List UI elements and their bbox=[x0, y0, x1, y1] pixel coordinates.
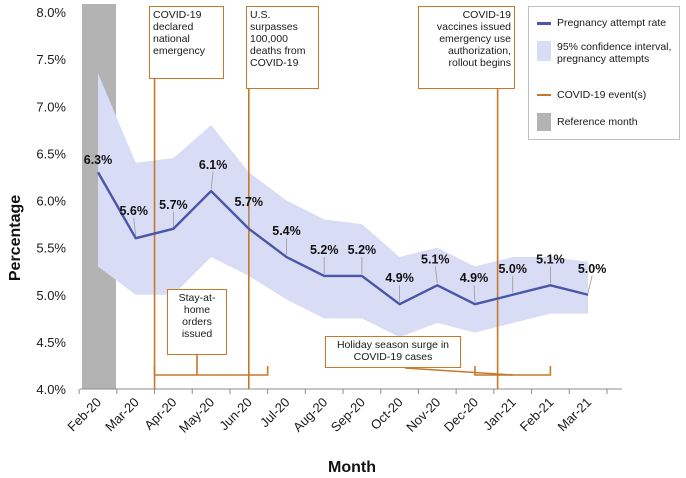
x-tick-label: Mar-20 bbox=[102, 395, 142, 435]
confidence-band-group bbox=[98, 73, 589, 338]
annotation-holiday: Holiday season surge in COVID-19 cases bbox=[325, 336, 461, 368]
period-brackets bbox=[153, 355, 552, 376]
legend-line-swatch bbox=[537, 22, 551, 25]
data-label: 5.7% bbox=[159, 198, 188, 212]
annotation-deaths-line-5: COVID-19 bbox=[250, 57, 299, 69]
data-label: 4.9% bbox=[385, 271, 414, 285]
x-tick-label: Feb-20 bbox=[64, 395, 104, 435]
confidence-band bbox=[98, 73, 589, 338]
x-tick-label: Jan-21 bbox=[480, 395, 519, 434]
data-label: 5.1% bbox=[421, 252, 450, 266]
x-tick-label: Sep-20 bbox=[328, 395, 368, 435]
legend-rate-label: Pregnancy attempt rate bbox=[557, 17, 667, 29]
data-label: 6.3% bbox=[84, 153, 113, 167]
axes bbox=[78, 388, 622, 394]
legend-item-ci: 95% confidence interval, pregnancy attem… bbox=[537, 41, 671, 65]
annotation-emergency-line-4: emergency bbox=[153, 45, 205, 57]
annotation-deaths-line-3: 100,000 bbox=[250, 33, 288, 45]
annotation-deaths-line-1: U.S. bbox=[250, 9, 271, 21]
x-tick-label: Jun-20 bbox=[216, 395, 255, 434]
x-tick-label: Feb-21 bbox=[517, 395, 557, 435]
data-label-leader bbox=[434, 266, 438, 284]
data-label: 5.2% bbox=[310, 243, 339, 257]
legend-ci-label: 95% confidence interval, pregnancy attem… bbox=[557, 41, 671, 65]
stay-home-bracket bbox=[153, 366, 269, 376]
legend-ci-line-2: pregnancy attempts bbox=[557, 53, 650, 65]
annotation-holiday-line-1: Holiday season surge in bbox=[336, 339, 450, 351]
legend-item-event: COVID-19 event(s) bbox=[537, 89, 646, 101]
holiday-connector bbox=[404, 367, 513, 376]
annotation-vaccines-line-5: rollout begins bbox=[448, 57, 511, 69]
annotation-emergency-line-2: declared bbox=[153, 21, 194, 33]
data-label: 5.0% bbox=[578, 262, 607, 276]
y-tick-label: 6.5% bbox=[36, 146, 66, 161]
y-tick-label: 6.0% bbox=[36, 194, 66, 209]
y-tick-label: 7.5% bbox=[36, 52, 66, 67]
legend-ci-line-1: 95% confidence interval, bbox=[557, 41, 672, 53]
x-tick-label: Jul-20 bbox=[257, 395, 293, 431]
data-label: 5.7% bbox=[235, 195, 264, 209]
y-tick-label: 7.0% bbox=[36, 99, 66, 114]
annotation-vaccines-line-1: COVID-19 bbox=[462, 9, 511, 21]
legend-reference-label: Reference month bbox=[557, 116, 638, 128]
data-label-leader bbox=[473, 285, 476, 303]
data-label-leader bbox=[210, 172, 214, 190]
annotation-stay-home: Stay-at- home orders issued bbox=[167, 289, 227, 355]
annotation-emergency-line-3: national bbox=[153, 33, 190, 45]
x-tick-label: Dec-20 bbox=[441, 395, 481, 435]
legend-event-swatch bbox=[537, 94, 551, 96]
legend: Pregnancy attempt rate 95% confidence in… bbox=[528, 6, 680, 140]
legend-item-rate: Pregnancy attempt rate bbox=[537, 17, 666, 29]
y-tick-label: 4.5% bbox=[36, 335, 66, 350]
data-labels: 6.3% 5.6% 5.7% 6.1% 5.7% 5.4% 5.2% 5.2% 4.9% 5.1%… bbox=[84, 153, 607, 303]
annotation-holiday-line-2: COVID-19 cases bbox=[353, 351, 433, 363]
y-axis-title: Percentage bbox=[7, 195, 24, 281]
legend-item-reference: Reference month bbox=[537, 113, 638, 131]
x-tick-label: Mar-21 bbox=[554, 395, 594, 435]
annotation-vaccines: COVID-19 vaccines issued emergency use a… bbox=[418, 6, 515, 89]
x-tick-label: Oct-20 bbox=[368, 395, 406, 433]
annotation-vaccines-line-4: authorization, bbox=[447, 45, 511, 57]
annotation-emergency: COVID-19 declared national emergency bbox=[149, 6, 224, 79]
data-label: 6.1% bbox=[199, 158, 228, 172]
annotation-vaccines-line-3: emergency use bbox=[439, 33, 511, 45]
annotation-stay-home-line-4: issued bbox=[181, 328, 213, 340]
legend-ci-swatch bbox=[537, 41, 551, 61]
legend-reference-swatch bbox=[537, 113, 551, 131]
annotation-stay-home-line-2: home bbox=[183, 304, 211, 316]
annotation-deaths-line-2: surpasses bbox=[250, 21, 298, 33]
x-tick-label: Nov-20 bbox=[403, 395, 443, 435]
annotation-stay-home-line-1: Stay-at- bbox=[178, 292, 216, 304]
data-label: 5.2% bbox=[348, 243, 377, 257]
x-tick-label: Aug-20 bbox=[290, 395, 330, 435]
data-label: 5.6% bbox=[119, 204, 148, 218]
rate-line bbox=[96, 171, 589, 306]
rate-series bbox=[96, 171, 589, 306]
annotation-vaccines-line-2: vaccines issued bbox=[436, 21, 511, 33]
legend-event-label: COVID-19 event(s) bbox=[557, 89, 647, 101]
x-axis-title: Month bbox=[328, 459, 376, 476]
annotation-stay-home-line-3: orders bbox=[182, 316, 212, 328]
x-tick-label: Apr-20 bbox=[141, 395, 179, 433]
y-tick-label: 5.5% bbox=[36, 241, 66, 256]
y-tick-label: 4.0% bbox=[36, 382, 66, 397]
data-label: 5.4% bbox=[272, 224, 301, 238]
data-label-leader bbox=[133, 218, 137, 237]
annotation-deaths: U.S. surpasses 100,000 deaths from COVID… bbox=[246, 6, 319, 89]
data-label-leader bbox=[587, 275, 593, 293]
x-tick-label: May-20 bbox=[176, 395, 217, 436]
annotation-deaths-line-4: deaths from bbox=[250, 45, 306, 57]
annotation-emergency-line-1: COVID-19 bbox=[153, 9, 202, 21]
data-label: 4.9% bbox=[460, 271, 489, 285]
data-label: 5.1% bbox=[536, 252, 565, 266]
data-label: 5.0% bbox=[498, 262, 527, 276]
y-tick-label: 5.0% bbox=[36, 288, 66, 303]
y-tick-label: 8.0% bbox=[36, 5, 66, 20]
